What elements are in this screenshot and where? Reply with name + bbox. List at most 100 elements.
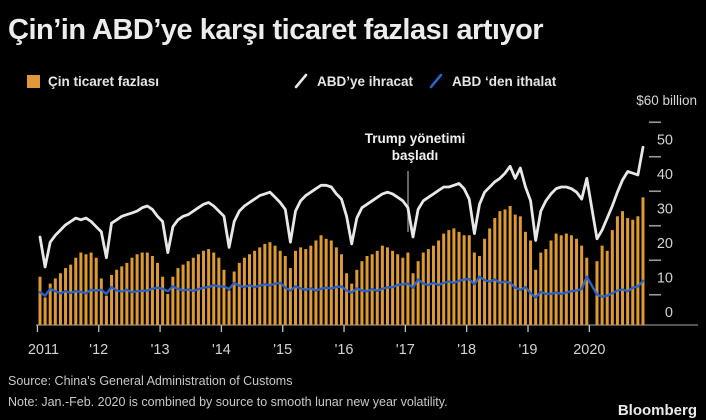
legend-item-surplus: Çin ticaret fazlası: [27, 73, 159, 89]
surplus-bar: [375, 250, 379, 325]
surplus-bar: [503, 209, 507, 325]
surplus-bar: [140, 252, 144, 325]
surplus-bar: [53, 278, 57, 325]
surplus-bar: [447, 230, 451, 325]
surplus-bar: [79, 252, 83, 325]
x-axis-label: '19: [519, 342, 538, 358]
surplus-bar: [304, 249, 308, 325]
surplus-bar: [299, 247, 303, 325]
surplus-bars: [38, 197, 645, 325]
legend-label-exports: ABD’ye ihracat: [317, 73, 414, 89]
surplus-bar: [498, 211, 502, 325]
surplus-bar: [406, 252, 410, 325]
surplus-bar: [314, 240, 318, 325]
legend-item-imports: ABD ‘den ithalat: [428, 73, 556, 89]
y-axis-label: 20: [657, 236, 673, 252]
surplus-bar: [166, 293, 170, 325]
surplus-bar: [99, 278, 103, 325]
surplus-bar: [564, 233, 568, 325]
surplus-bar: [385, 247, 389, 325]
x-axis-label: '16: [335, 342, 354, 358]
surplus-bar: [380, 245, 384, 325]
annotation-text: Trump yönetimi başladı: [350, 130, 480, 164]
x-axis-label: '15: [273, 342, 292, 358]
surplus-bar: [626, 218, 630, 325]
surplus-bar: [227, 290, 231, 325]
exports-line-icon: [294, 73, 308, 89]
surplus-bar: [549, 240, 553, 325]
surplus-bar: [416, 261, 420, 325]
surplus-bar: [58, 273, 62, 325]
surplus-bar: [631, 219, 635, 325]
surplus-bar: [452, 228, 456, 325]
surplus-bar: [222, 269, 226, 325]
bloomberg-logo: Bloomberg: [617, 402, 697, 419]
surplus-bar: [621, 211, 625, 325]
surplus-bar: [518, 216, 522, 325]
surplus-bar: [529, 240, 533, 325]
imports-line-icon: [429, 73, 443, 89]
surplus-bar: [585, 257, 589, 325]
surplus-bar: [488, 228, 492, 325]
surplus-bar: [539, 252, 543, 325]
surplus-bar: [421, 252, 425, 325]
y-axis: 0 10 20 30 40 50: [649, 121, 673, 321]
surplus-bar: [248, 254, 252, 325]
surplus-bar: [442, 233, 446, 325]
surplus-bar: [426, 249, 430, 325]
legend-label-surplus: Çin ticaret fazlası: [48, 73, 160, 89]
surplus-bar: [217, 257, 221, 325]
surplus-bar: [431, 245, 435, 325]
surplus-bar: [600, 245, 604, 325]
surplus-bar: [115, 269, 119, 325]
annotation-line1: Trump yönetimi: [364, 131, 466, 146]
surplus-bar: [156, 262, 160, 325]
surplus-bar: [339, 254, 343, 325]
surplus-bar: [401, 257, 405, 325]
x-axis-label: 2020: [573, 342, 605, 358]
surplus-bar: [43, 297, 47, 325]
surplus-bar: [477, 256, 481, 325]
surplus-bar: [396, 254, 400, 325]
surplus-bar: [636, 216, 640, 325]
annotation-line2: başladı: [391, 148, 439, 163]
surplus-bar: [513, 214, 517, 325]
surplus-bar: [569, 235, 573, 325]
surplus-bar: [171, 276, 175, 325]
surplus-bar: [309, 245, 313, 325]
y-axis-label: 50: [657, 133, 673, 149]
y-axis-label: 0: [665, 305, 673, 321]
y-axis-label: 10: [657, 271, 673, 287]
surplus-bar: [355, 269, 359, 325]
x-axis: 2011 '12 '13 '14 '15 '16 '17 '18 '19 2020: [28, 324, 698, 358]
x-axis-label: '13: [151, 342, 170, 358]
surplus-bar: [273, 245, 277, 325]
surplus-bar: [360, 261, 364, 325]
surplus-bar: [411, 273, 415, 325]
surplus-bar: [283, 256, 287, 325]
surplus-bar: [523, 231, 527, 325]
surplus-bar: [559, 235, 563, 325]
legend-label-imports: ABD ‘den ithalat: [452, 73, 557, 89]
surplus-bar: [176, 268, 180, 325]
surplus-bar: [319, 235, 323, 325]
x-axis-label: '12: [89, 342, 108, 358]
surplus-bar: [150, 256, 154, 325]
surplus-bar: [472, 252, 476, 325]
surplus-bar: [186, 261, 190, 325]
exports-line: [38, 145, 645, 269]
surplus-bar: [120, 266, 124, 325]
surplus-bar: [329, 240, 333, 325]
surplus-bar: [125, 262, 129, 325]
surplus-bar: [38, 276, 42, 325]
surplus-bar: [232, 271, 236, 325]
surplus-bar: [508, 205, 512, 325]
surplus-bar: [288, 268, 292, 325]
surplus-bar: [554, 233, 558, 325]
surplus-bar: [212, 252, 216, 325]
surplus-bar: [605, 250, 609, 325]
surplus-bar: [237, 262, 241, 325]
surplus-bar: [483, 238, 487, 325]
